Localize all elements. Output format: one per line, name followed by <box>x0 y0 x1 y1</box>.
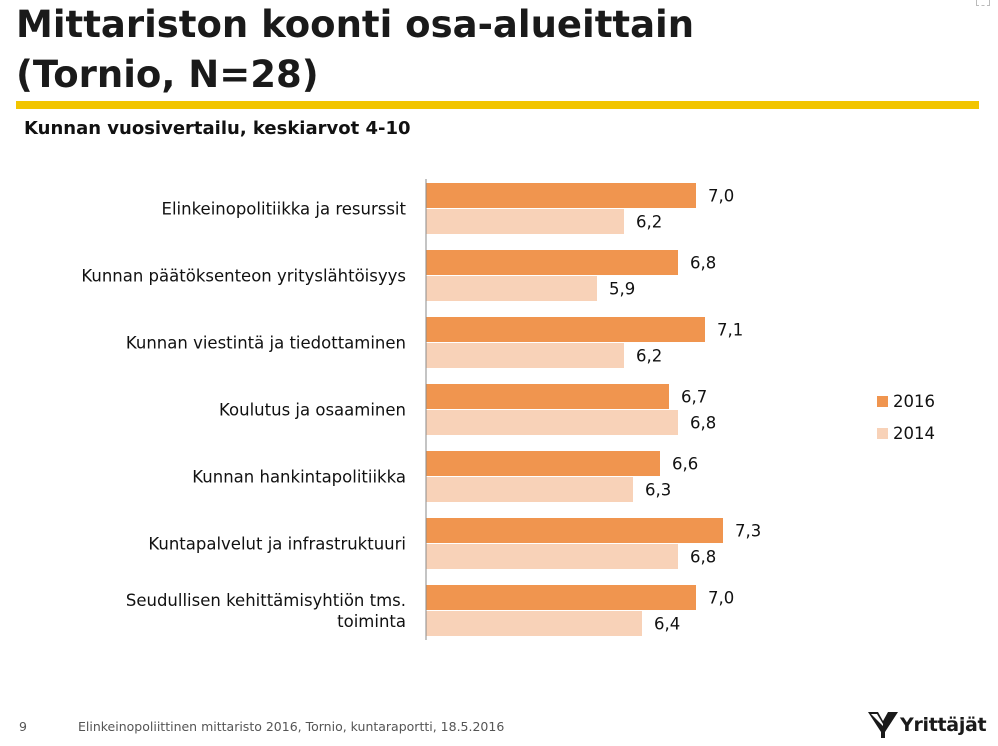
footer-text: Elinkeinopoliittinen mittaristo 2016, To… <box>78 719 505 734</box>
slide-title: Mittariston koonti osa-alueittain (Torni… <box>16 0 694 100</box>
bar-2016-5 <box>426 451 660 476</box>
legend-swatch-2014 <box>877 428 888 439</box>
data-label-2016-6: 7,3 <box>735 522 761 541</box>
data-label-2014-1: 6,2 <box>636 213 662 232</box>
yrittajat-logo-text: Yrittäjät <box>900 714 987 736</box>
footer: 9 Elinkeinopoliittinen mittaristo 2016, … <box>0 712 998 742</box>
bar-2014-7 <box>426 611 642 636</box>
bar-2016-1 <box>426 183 696 208</box>
category-label-5: Kunnan hankintapolitiikka <box>192 468 406 487</box>
data-label-2014-7: 6,4 <box>654 615 680 634</box>
data-label-2016-5: 6,6 <box>672 455 698 474</box>
title-accent-bar <box>16 101 979 109</box>
data-label-2014-4: 6,8 <box>690 414 716 433</box>
data-label-2014-2: 5,9 <box>609 280 635 299</box>
bar-2016-4 <box>426 384 669 409</box>
bar-2014-4 <box>426 410 678 435</box>
legend-swatch-2016 <box>877 396 888 407</box>
bar-2016-7 <box>426 585 696 610</box>
data-label-2016-4: 6,7 <box>681 388 707 407</box>
bar-2014-6 <box>426 544 678 569</box>
data-label-2014-3: 6,2 <box>636 347 662 366</box>
slide-title-line-2: (Tornio, N=28) <box>16 53 319 96</box>
legend-label-2016: 2016 <box>893 392 935 411</box>
corner-mark <box>976 0 990 6</box>
data-label-2016-3: 7,1 <box>717 321 743 340</box>
data-label-2014-6: 6,8 <box>690 548 716 567</box>
data-label-2014-5: 6,3 <box>645 481 671 500</box>
yrittajat-logo: Yrittäjät <box>868 712 987 738</box>
bar-2014-3 <box>426 343 624 368</box>
bar-2016-6 <box>426 518 723 543</box>
category-label-6: Kuntapalvelut ja infrastruktuuri <box>148 535 406 554</box>
bar-2016-3 <box>426 317 705 342</box>
bars-layer: 7,0 6,2 6,8 5,9 7,1 6,2 6,7 6,8 6,66,3 7,3 6,8 7,0 6… <box>426 183 761 636</box>
data-label-2016-1: 7,0 <box>708 187 734 206</box>
yrittajat-logo-icon <box>868 712 898 738</box>
category-label-1: Elinkeinopolitiikka ja resurssit <box>162 200 407 219</box>
category-label-2: Kunnan päätöksenteon yrityslähtöisyys <box>81 267 406 286</box>
bar-2014-2 <box>426 276 597 301</box>
category-label-3: Kunnan viestintä ja tiedottaminen <box>126 334 406 353</box>
category-label-7-line-2: toiminta <box>337 612 406 631</box>
bar-2016-2 <box>426 250 678 275</box>
data-label-2016-2: 6,8 <box>690 254 716 273</box>
legend-label-2014: 2014 <box>893 424 935 443</box>
slide-title-line-1: Mittariston koonti osa-alueittain <box>16 3 695 46</box>
category-labels: Elinkeinopolitiikka ja resurssit Kunnan p… <box>81 200 406 632</box>
page-number: 9 <box>19 719 27 734</box>
category-label-7-line-1: Seudullisen kehittämisyhtiön tms. <box>126 591 406 610</box>
bar-2014-5 <box>426 477 633 502</box>
chart-subtitle: Kunnan vuosivertailu, keskiarvot 4-10 <box>24 118 411 139</box>
category-label-4: Koulutus ja osaaminen <box>219 401 406 420</box>
data-label-2016-7: 7,0 <box>708 589 734 608</box>
bar-2014-1 <box>426 209 624 234</box>
legend: 2016 2014 <box>877 392 935 443</box>
